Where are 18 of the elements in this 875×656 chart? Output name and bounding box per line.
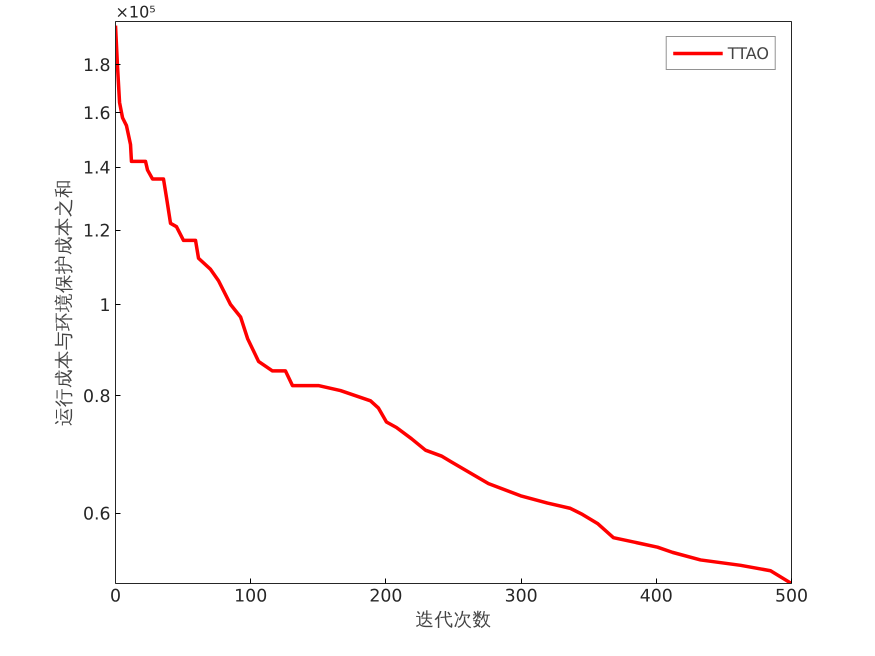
line-series — [116, 24, 792, 584]
y-tick-label: 1.2 — [82, 222, 111, 242]
text: ×10⁵ — [116, 2, 156, 22]
x-tick-label: 100 — [234, 586, 268, 606]
y-tick-label: 1 — [99, 296, 111, 316]
x-tick-label: 200 — [369, 586, 402, 606]
legend-label: TTAO — [728, 44, 769, 62]
x-axis-title: 迭代次数 — [416, 610, 492, 630]
x-tick-label: 300 — [504, 586, 538, 606]
y-tick-label: 1.4 — [82, 158, 111, 179]
y-tick-label: 0.8 — [82, 387, 111, 408]
x-tick-label: 0 — [110, 586, 122, 606]
y-tick-label: 1.6 — [82, 104, 111, 124]
y-tick-label: 1.8 — [82, 56, 111, 76]
x-tick-label: 500 — [774, 586, 808, 606]
y-axis-title: 运行成本与环境保护成本之和 — [52, 179, 75, 426]
x-tick-label: 400 — [640, 586, 673, 606]
y-tick-label: 0.6 — [82, 504, 111, 525]
